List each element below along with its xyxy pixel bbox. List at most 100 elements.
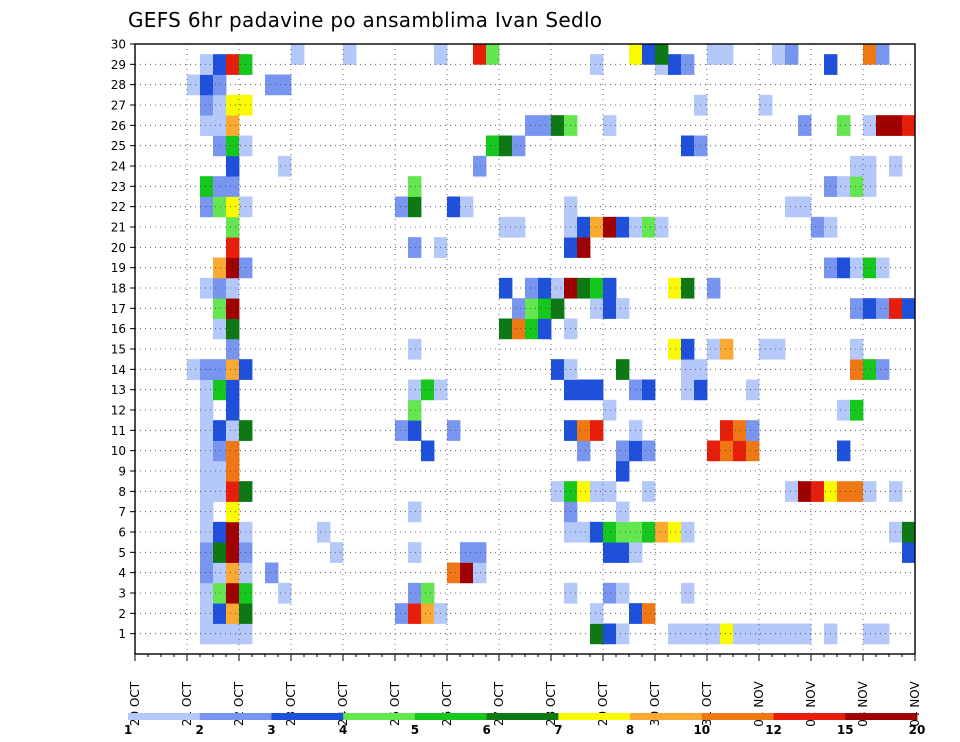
heatmap-cell — [616, 501, 630, 523]
colorbar-legend: 1 2 3 4 5 6 7 8 10 12 15 20 — [124, 713, 926, 737]
heatmap-cell — [785, 481, 799, 502]
heatmap-cell — [473, 44, 487, 65]
heatmap-cell — [551, 359, 565, 380]
heatmap-cell — [876, 298, 890, 319]
heatmap-cell — [772, 338, 786, 360]
heatmap-cell — [213, 176, 227, 197]
heatmap-cell — [278, 74, 292, 96]
heatmap-cell — [577, 481, 591, 502]
heatmap-cells — [187, 44, 916, 645]
heatmap-cell — [525, 298, 539, 319]
heatmap-cell — [837, 176, 851, 197]
heatmap-cell — [473, 542, 487, 563]
heatmap-cell — [200, 562, 214, 584]
y-tick-label: 11 — [111, 424, 126, 438]
heatmap-cell — [226, 318, 240, 340]
y-tick-label: 12 — [111, 404, 126, 418]
heatmap-cell — [798, 196, 812, 218]
heatmap-cell — [616, 359, 630, 380]
heatmap-cell — [187, 359, 201, 380]
y-tick-label: 17 — [111, 302, 126, 316]
heatmap-cell — [603, 481, 617, 502]
colorbar-swatch — [271, 713, 344, 720]
colorbar-label: 3 — [267, 723, 275, 737]
colorbar-swatch — [630, 713, 703, 720]
chart-title: GEFS 6hr padavine po ansamblima Ivan Sed… — [128, 8, 603, 32]
heatmap-cell — [226, 176, 240, 197]
heatmap-cell — [213, 257, 227, 279]
heatmap-cell — [213, 542, 227, 563]
y-tick-label: 30 — [111, 38, 126, 52]
heatmap-cell — [200, 115, 214, 136]
heatmap-cell — [538, 115, 552, 136]
heatmap-cell — [577, 379, 591, 401]
heatmap-cell — [590, 54, 604, 75]
heatmap-cell — [603, 115, 617, 136]
heatmap-cell — [200, 521, 214, 543]
colorbar-swatch — [199, 713, 272, 720]
heatmap-cell — [876, 115, 890, 136]
y-tick-label: 6 — [118, 526, 126, 540]
y-tick-label: 13 — [111, 383, 126, 397]
heatmap-cell — [616, 440, 630, 462]
heatmap-cell — [577, 420, 591, 441]
heatmap-cell — [863, 44, 877, 65]
heatmap-cell — [707, 623, 721, 645]
heatmap-cell — [590, 623, 604, 645]
heatmap-cell — [811, 216, 825, 238]
heatmap-cell — [278, 582, 292, 604]
y-tick-label: 26 — [111, 119, 126, 133]
y-tick-label: 5 — [118, 546, 126, 560]
heatmap-cell — [616, 460, 630, 482]
heatmap-cell — [343, 44, 357, 65]
heatmap-cell — [850, 481, 864, 502]
y-tick-label: 15 — [111, 343, 126, 357]
heatmap-cell — [681, 338, 695, 360]
heatmap-cell — [408, 501, 422, 523]
heatmap-cell — [616, 298, 630, 319]
heatmap-cell — [902, 115, 916, 136]
y-tick-label: 20 — [111, 241, 126, 255]
heatmap-cell — [200, 54, 214, 75]
heatmap-cell — [265, 562, 279, 584]
heatmap-cell — [226, 582, 240, 604]
heatmap-cell — [720, 420, 734, 441]
heatmap-cell — [681, 359, 695, 380]
heatmap-cell — [525, 277, 539, 299]
heatmap-cell — [863, 257, 877, 279]
heatmap-cell — [798, 623, 812, 645]
heatmap-cell — [421, 603, 435, 624]
y-tick-label: 25 — [111, 139, 126, 153]
y-tick-label: 9 — [118, 465, 126, 479]
colorbar-label: 5 — [411, 723, 419, 737]
heatmap-cell — [226, 521, 240, 543]
heatmap-cell — [668, 54, 682, 75]
heatmap-cell — [720, 44, 734, 65]
heatmap-cell — [213, 379, 227, 401]
heatmap-cell — [603, 582, 617, 604]
heatmap-cell — [213, 359, 227, 380]
heatmap-cell — [551, 115, 565, 136]
heatmap-cell — [512, 318, 526, 340]
y-tick-label: 16 — [111, 322, 126, 336]
heatmap-cell — [655, 216, 669, 238]
heatmap-cell — [642, 216, 656, 238]
y-tick-label: 23 — [111, 180, 126, 194]
colorbar-label: 20 — [909, 723, 926, 737]
heatmap-cell — [785, 623, 799, 645]
colorbar-swatch — [845, 713, 918, 720]
heatmap-cell — [642, 440, 656, 462]
heatmap-cell — [876, 257, 890, 279]
heatmap-cell — [733, 420, 747, 441]
heatmap-cell — [616, 582, 630, 604]
heatmap-cell — [733, 440, 747, 462]
colorbar-label: 12 — [765, 723, 782, 737]
heatmap-cell — [226, 501, 240, 523]
heatmap-cell — [681, 379, 695, 401]
heatmap-cell — [616, 623, 630, 645]
heatmap-cell — [460, 196, 474, 218]
heatmap-cell — [226, 481, 240, 502]
heatmap-cell — [798, 115, 812, 136]
y-tick-label: 4 — [118, 566, 126, 580]
